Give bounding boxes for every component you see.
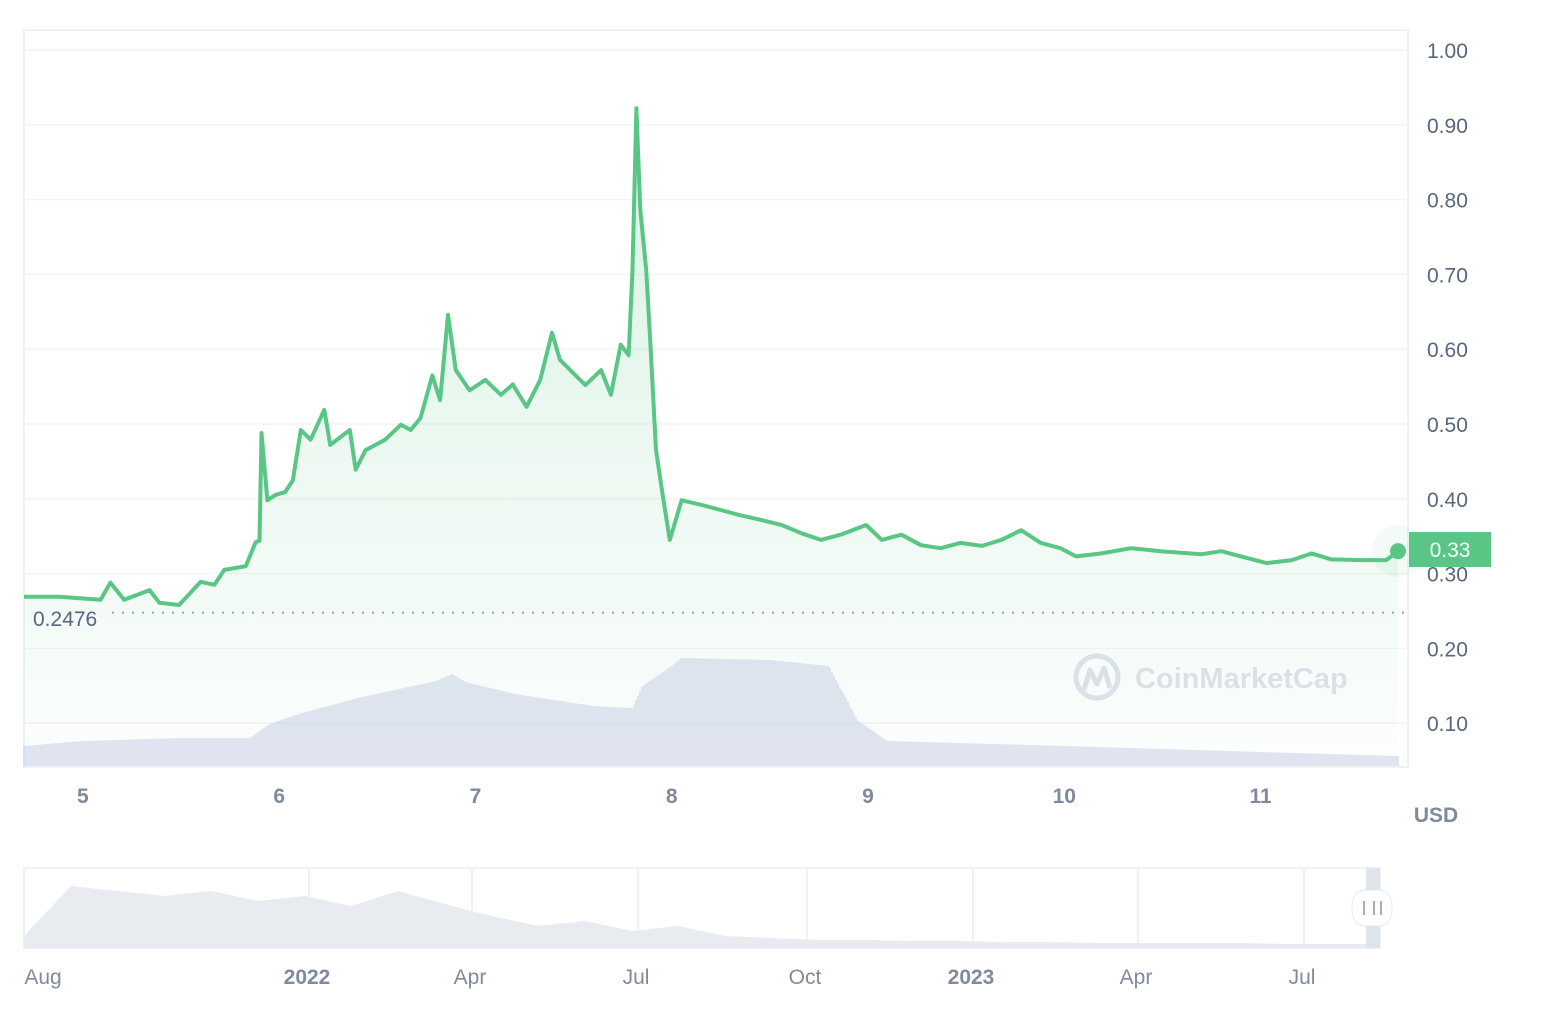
y-tick-label: 0.60	[1427, 339, 1468, 362]
currency-label: USD	[1414, 804, 1458, 827]
navigator-tick-label: Jul	[623, 966, 650, 989]
plot-frame	[23, 29, 1409, 768]
navigator-tick-label: Apr	[1120, 966, 1153, 989]
y-axis: 1.00 0.90 0.80 0.70 0.60 0.50 0.40 0.30 0.20 0.10	[1427, 40, 1468, 736]
navigator-tick-label: Apr	[454, 966, 487, 989]
y-tick-label: 0.10	[1427, 713, 1468, 736]
x-tick-label: 7	[470, 785, 482, 808]
navigator-tick-label: Aug	[24, 966, 61, 989]
navigator-handle[interactable]	[1351, 889, 1393, 927]
navigator-axis: Aug 2022 Apr Jul Oct 2023 Apr Jul	[24, 966, 1315, 989]
current-price-label: 0.33	[1430, 539, 1471, 562]
x-tick-label: 10	[1053, 785, 1076, 808]
price-line	[24, 106, 1400, 607]
x-axis: 5 6 7 8 9 10 11	[77, 785, 1272, 808]
y-tick-label: 0.80	[1427, 190, 1468, 213]
price-area	[24, 108, 1398, 767]
y-tick-label: 1.00	[1427, 40, 1468, 63]
watermark-logo: CoinMarketCap	[1073, 653, 1348, 701]
y-tick-label: 0.40	[1427, 489, 1468, 512]
navigator-tick-label: 2022	[284, 966, 331, 989]
y-tick-label: 0.50	[1427, 414, 1468, 437]
x-tick-label: 6	[273, 785, 285, 808]
baseline-label: 0.2476	[33, 608, 97, 631]
navigator-tick-label: 2023	[948, 966, 995, 989]
navigator-area	[24, 886, 1380, 948]
x-tick-label: 9	[862, 785, 874, 808]
y-tick-label: 0.30	[1427, 564, 1468, 587]
navigator-tick-label: Jul	[1289, 966, 1316, 989]
current-point[interactable]	[1390, 543, 1406, 560]
y-tick-label: 0.90	[1427, 115, 1468, 138]
y-tick-label: 0.70	[1427, 264, 1468, 287]
y-tick-label: 0.20	[1427, 638, 1468, 661]
x-tick-label: 8	[666, 785, 678, 808]
x-tick-label: 5	[77, 785, 89, 808]
navigator-tick-label: Oct	[789, 966, 822, 989]
watermark-text: CoinMarketCap	[1135, 663, 1348, 695]
current-price-badge	[1409, 532, 1491, 567]
x-tick-label: 11	[1249, 785, 1272, 808]
